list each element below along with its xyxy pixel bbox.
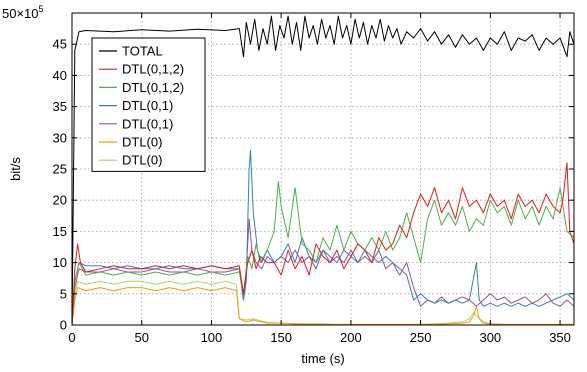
series-layer: [71, 15, 575, 326]
series-line: [71, 162, 575, 326]
y-tick-label: 25: [53, 162, 67, 177]
series-line: [71, 181, 575, 326]
series-line: [71, 15, 575, 326]
y-tick-label: 30: [53, 130, 67, 145]
x-tick-label: 300: [479, 330, 501, 345]
y-tick-label: 35: [53, 99, 67, 114]
series-line: [71, 218, 575, 326]
legend-label: DTL(0,1,2): [122, 80, 184, 95]
legend-label: DTL(0): [122, 153, 162, 168]
legend-label: DTL(0,1): [122, 98, 173, 113]
y-multiplier-exponent: 5: [39, 4, 44, 14]
legend-label: DTL(0,1): [122, 116, 173, 131]
x-tick-label: 250: [410, 330, 432, 345]
x-tick-label: 0: [68, 330, 75, 345]
y-tick-label: 5: [60, 286, 67, 301]
y-tick-label: 20: [53, 193, 67, 208]
legend-box: [91, 37, 206, 172]
y-tick-label-50: 50×105: [2, 4, 44, 21]
y-tick-label: 10: [53, 255, 67, 270]
legend-label: DTL(0,1,2): [122, 62, 184, 77]
legend-label: DTL(0): [122, 135, 162, 150]
y-tick-value-50: 50: [2, 6, 16, 21]
y-multiplier-base: ×10: [16, 6, 38, 21]
x-axis-label: time (s): [301, 351, 344, 366]
series-line: [71, 280, 574, 326]
series-line: [71, 287, 574, 326]
tick-layer: 0 50 100 150 200 250 300 350 0 5 10 15 20 25 30 35 40 45: [53, 12, 574, 345]
legend-label: TOTAL: [122, 44, 163, 59]
y-tick-label: 40: [53, 68, 67, 83]
y-tick-label: 15: [53, 224, 67, 239]
y-axis-label: bit/s: [8, 157, 23, 181]
x-tick-label: 50: [134, 330, 148, 345]
legend: TOTAL DTL(0,1,2) DTL(0,1,2) DTL(0,1) DTL(0,1…: [91, 37, 206, 172]
y-tick-label: 0: [60, 318, 67, 333]
x-tick-label: 350: [549, 330, 571, 345]
grid-layer: [72, 13, 574, 325]
x-tick-label: 200: [340, 330, 362, 345]
x-tick-label: 100: [201, 330, 223, 345]
y-axis-multiplier: 50×105: [2, 4, 44, 21]
x-tick-label: 150: [270, 330, 292, 345]
y-tick-label: 45: [53, 37, 67, 52]
